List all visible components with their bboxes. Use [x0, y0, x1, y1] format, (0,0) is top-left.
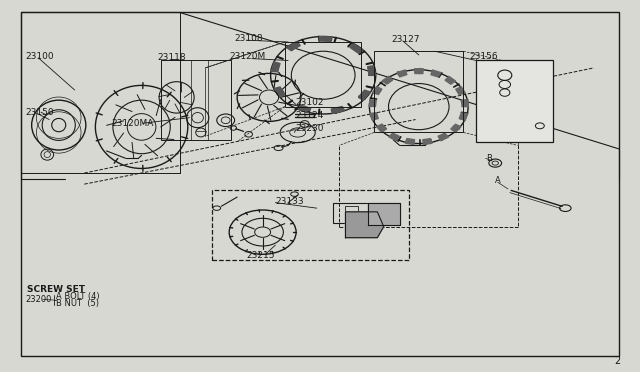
Polygon shape — [405, 139, 415, 144]
Polygon shape — [461, 100, 468, 107]
Polygon shape — [274, 87, 285, 97]
Text: 23230: 23230 — [296, 124, 324, 133]
Text: 23124: 23124 — [296, 111, 324, 121]
Bar — [212, 190, 409, 260]
Polygon shape — [368, 203, 399, 225]
Bar — [346, 206, 358, 217]
Bar — [476, 61, 552, 142]
Polygon shape — [346, 212, 384, 238]
Polygon shape — [451, 124, 461, 132]
Polygon shape — [271, 62, 280, 72]
Text: A: A — [495, 176, 501, 185]
Text: 23156: 23156 — [470, 52, 499, 61]
Polygon shape — [438, 133, 449, 141]
Text: 2: 2 — [614, 356, 621, 366]
Polygon shape — [445, 76, 456, 84]
Text: B: B — [486, 154, 492, 163]
Bar — [333, 203, 368, 223]
Text: 23100: 23100 — [26, 52, 54, 61]
Polygon shape — [358, 90, 371, 100]
Polygon shape — [370, 113, 378, 120]
Polygon shape — [372, 87, 382, 94]
Text: 23120M: 23120M — [230, 52, 266, 61]
Polygon shape — [367, 65, 376, 75]
Bar — [285, 42, 362, 107]
Text: 23133: 23133 — [275, 197, 304, 206]
Text: 23102: 23102 — [296, 99, 324, 108]
Text: 23200: 23200 — [26, 295, 52, 304]
Polygon shape — [423, 139, 432, 144]
Text: 23108: 23108 — [234, 34, 262, 43]
Polygon shape — [459, 113, 468, 121]
Text: 23118: 23118 — [157, 53, 186, 62]
Polygon shape — [456, 87, 465, 94]
Polygon shape — [287, 42, 300, 51]
Text: 23215: 23215 — [246, 251, 275, 260]
Polygon shape — [350, 44, 364, 53]
Polygon shape — [382, 76, 393, 84]
Polygon shape — [319, 36, 332, 41]
Polygon shape — [431, 70, 441, 77]
Text: 23127: 23127 — [392, 35, 420, 44]
Polygon shape — [376, 124, 387, 132]
Text: B NUT  (5): B NUT (5) — [56, 299, 99, 308]
Text: 23120MA: 23120MA — [111, 119, 154, 128]
Polygon shape — [297, 105, 311, 113]
Bar — [374, 51, 463, 132]
Polygon shape — [415, 69, 423, 74]
Polygon shape — [369, 100, 376, 106]
Text: A BOLT (4): A BOLT (4) — [56, 292, 99, 301]
Bar — [161, 61, 231, 140]
Polygon shape — [331, 106, 345, 113]
Text: SCREW SET: SCREW SET — [27, 285, 85, 294]
Text: 23150: 23150 — [26, 108, 54, 117]
Polygon shape — [389, 133, 399, 141]
Polygon shape — [397, 70, 407, 77]
